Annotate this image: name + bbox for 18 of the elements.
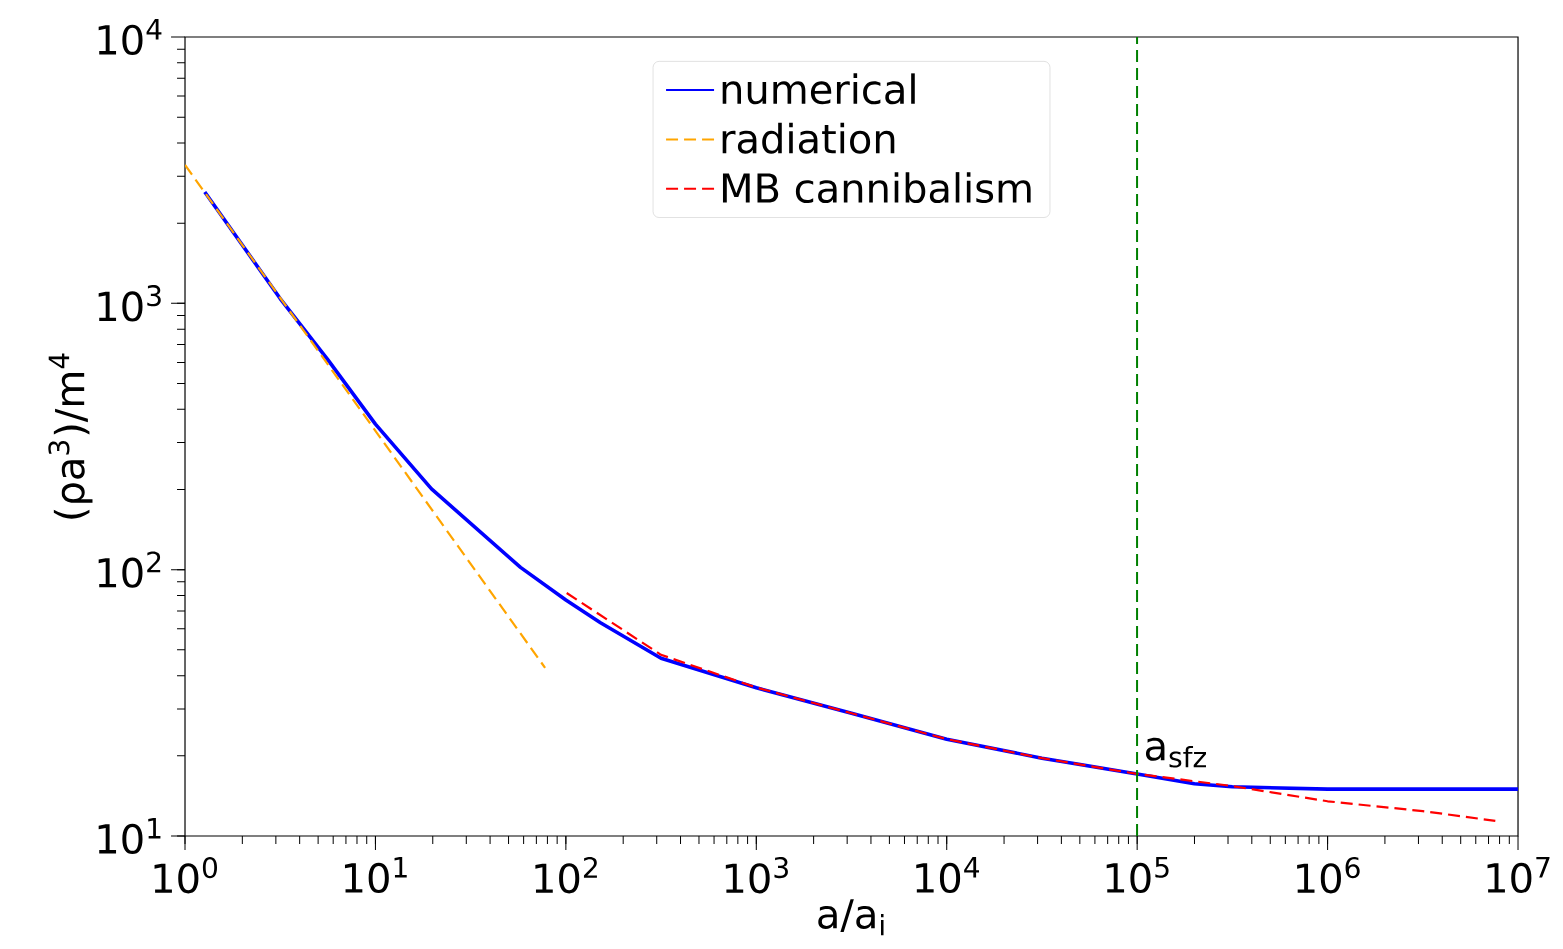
x-tick-label: 10$^{2}$ [535, 856, 597, 894]
y-axis-title: (ρa$^{3}$)/m$^{4}$ [48, 353, 93, 519]
x-tick-label: 10$^{3}$ [725, 856, 788, 894]
x-tick-label: 10$^{5}$ [1106, 856, 1169, 894]
legend-label: numerical [722, 73, 915, 105]
y-tick-label: 10$^{2}$ [98, 551, 161, 588]
x-tick-label: 10$^{7}$ [1487, 856, 1550, 894]
x-tick-label: 10$^{6}$ [1297, 856, 1360, 894]
x-tick-label: 10$^{0}$ [154, 856, 218, 894]
x-axis-title: a/a$_{i}$ [818, 899, 884, 936]
ref-line-label: a$_{sfz}$ [1145, 737, 1206, 768]
y-tick-label: 10$^{3}$ [98, 285, 161, 322]
x-tick-label: 10$^{1}$ [344, 856, 407, 894]
x-tick-label: 10$^{4}$ [916, 856, 980, 894]
legend-label: radiation [722, 122, 895, 154]
y-tick-label: 10$^{1}$ [98, 817, 161, 855]
y-tick-label: 10$^{4}$ [98, 18, 162, 55]
legend-label: MB cannibalism [722, 172, 1031, 204]
